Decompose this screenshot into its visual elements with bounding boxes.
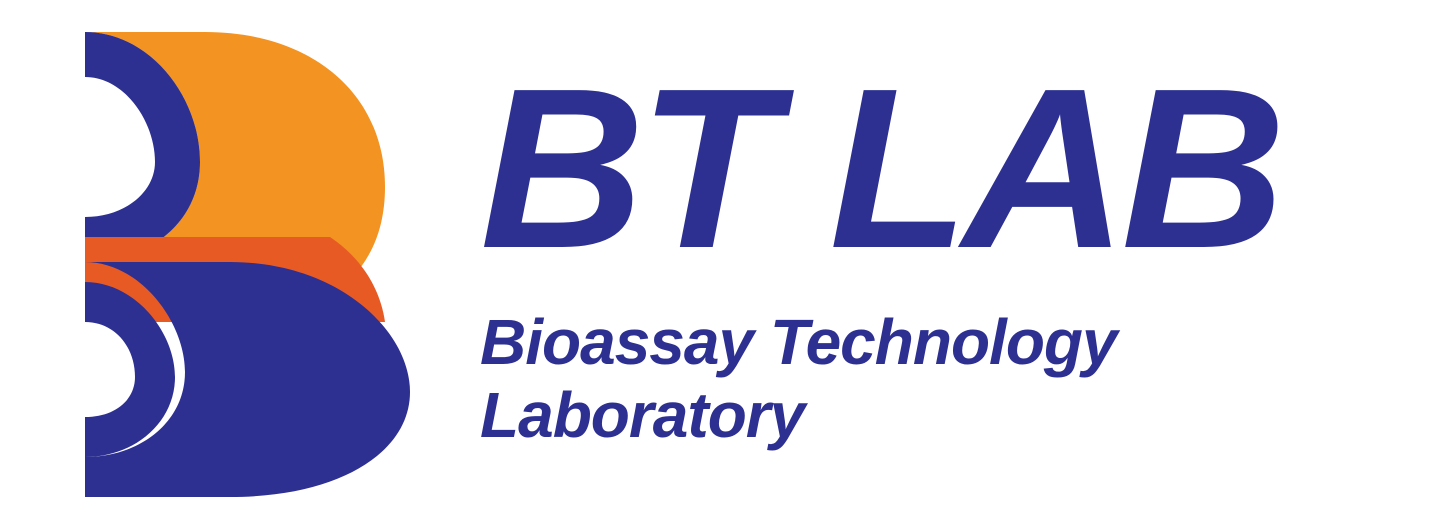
logo-subtitle-line2: Laboratory [480,379,1280,453]
logo-subtitle-line1: Bioassay Technology [480,306,1280,380]
logo-main-title: BT LAB [480,61,1280,278]
logo-mark [30,22,410,502]
logo-container: BT LAB Bioassay Technology Laboratory [0,0,1445,524]
logo-b-icon [30,22,410,502]
logo-text-block: BT LAB Bioassay Technology Laboratory [480,71,1280,453]
